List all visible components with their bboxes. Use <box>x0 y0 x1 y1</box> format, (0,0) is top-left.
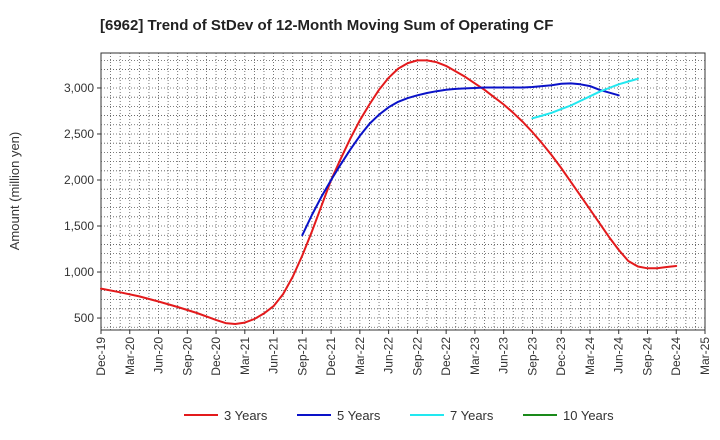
x-tick-label: Mar-22 <box>353 337 367 375</box>
y-tick-label: 1,500 <box>64 219 94 233</box>
x-tick-label: Jun-20 <box>152 337 166 374</box>
x-tick-label: Mar-24 <box>583 337 597 375</box>
series-group <box>100 59 678 325</box>
x-tick-label: Dec-24 <box>669 337 683 376</box>
x-tick-label: Sep-23 <box>525 337 539 376</box>
x-tick-label: Sep-24 <box>640 337 654 376</box>
x-tick-label: Sep-21 <box>295 337 309 376</box>
x-tick-label: Mar-23 <box>468 337 482 375</box>
x-tick-label: Dec-19 <box>94 337 108 376</box>
series-line-5-years <box>301 82 620 237</box>
x-tick-label: Jun-23 <box>497 337 511 374</box>
legend-label: 3 Years <box>224 408 268 423</box>
x-tick-label: Mar-21 <box>238 337 252 375</box>
x-tick-label: Jun-21 <box>267 337 281 374</box>
y-axis-label: Amount (million yen) <box>7 132 22 251</box>
legend-label: 5 Years <box>337 408 381 423</box>
y-tick-label: 2,000 <box>64 173 94 187</box>
y-tick-label: 1,000 <box>64 265 94 279</box>
series-line-3-years <box>100 59 678 325</box>
y-tick-label: 2,500 <box>64 127 94 141</box>
x-tick-label: Mar-25 <box>698 337 712 375</box>
legend-label: 7 Years <box>450 408 494 423</box>
x-axis: Dec-19 Mar-20 Jun-20 Sep-20 Dec-20 Mar-21 Jun-… <box>94 330 712 376</box>
y-axis: 500 1,000 1,500 2,000 2,500 3,000 <box>64 81 101 325</box>
x-tick-label: Mar-20 <box>123 337 137 375</box>
x-tick-label: Sep-22 <box>410 337 424 376</box>
x-tick-label: Dec-20 <box>209 337 223 376</box>
x-tick-label: Jun-24 <box>612 337 626 374</box>
x-tick-label: Jun-22 <box>382 337 396 374</box>
x-tick-label: Dec-23 <box>554 337 568 376</box>
series-line-7-years <box>531 77 639 120</box>
x-tick-label: Dec-22 <box>439 337 453 376</box>
x-tick-label: Sep-20 <box>180 337 194 376</box>
y-tick-label: 3,000 <box>64 81 94 95</box>
x-tick-label: Dec-21 <box>324 337 338 376</box>
legend-label: 10 Years <box>563 408 614 423</box>
chart-title: [6962] Trend of StDev of 12-Month Moving… <box>100 17 553 34</box>
grid <box>101 53 705 330</box>
y-tick-label: 500 <box>74 311 94 325</box>
legend: 3 Years 5 Years 7 Years 10 Years <box>184 408 614 423</box>
